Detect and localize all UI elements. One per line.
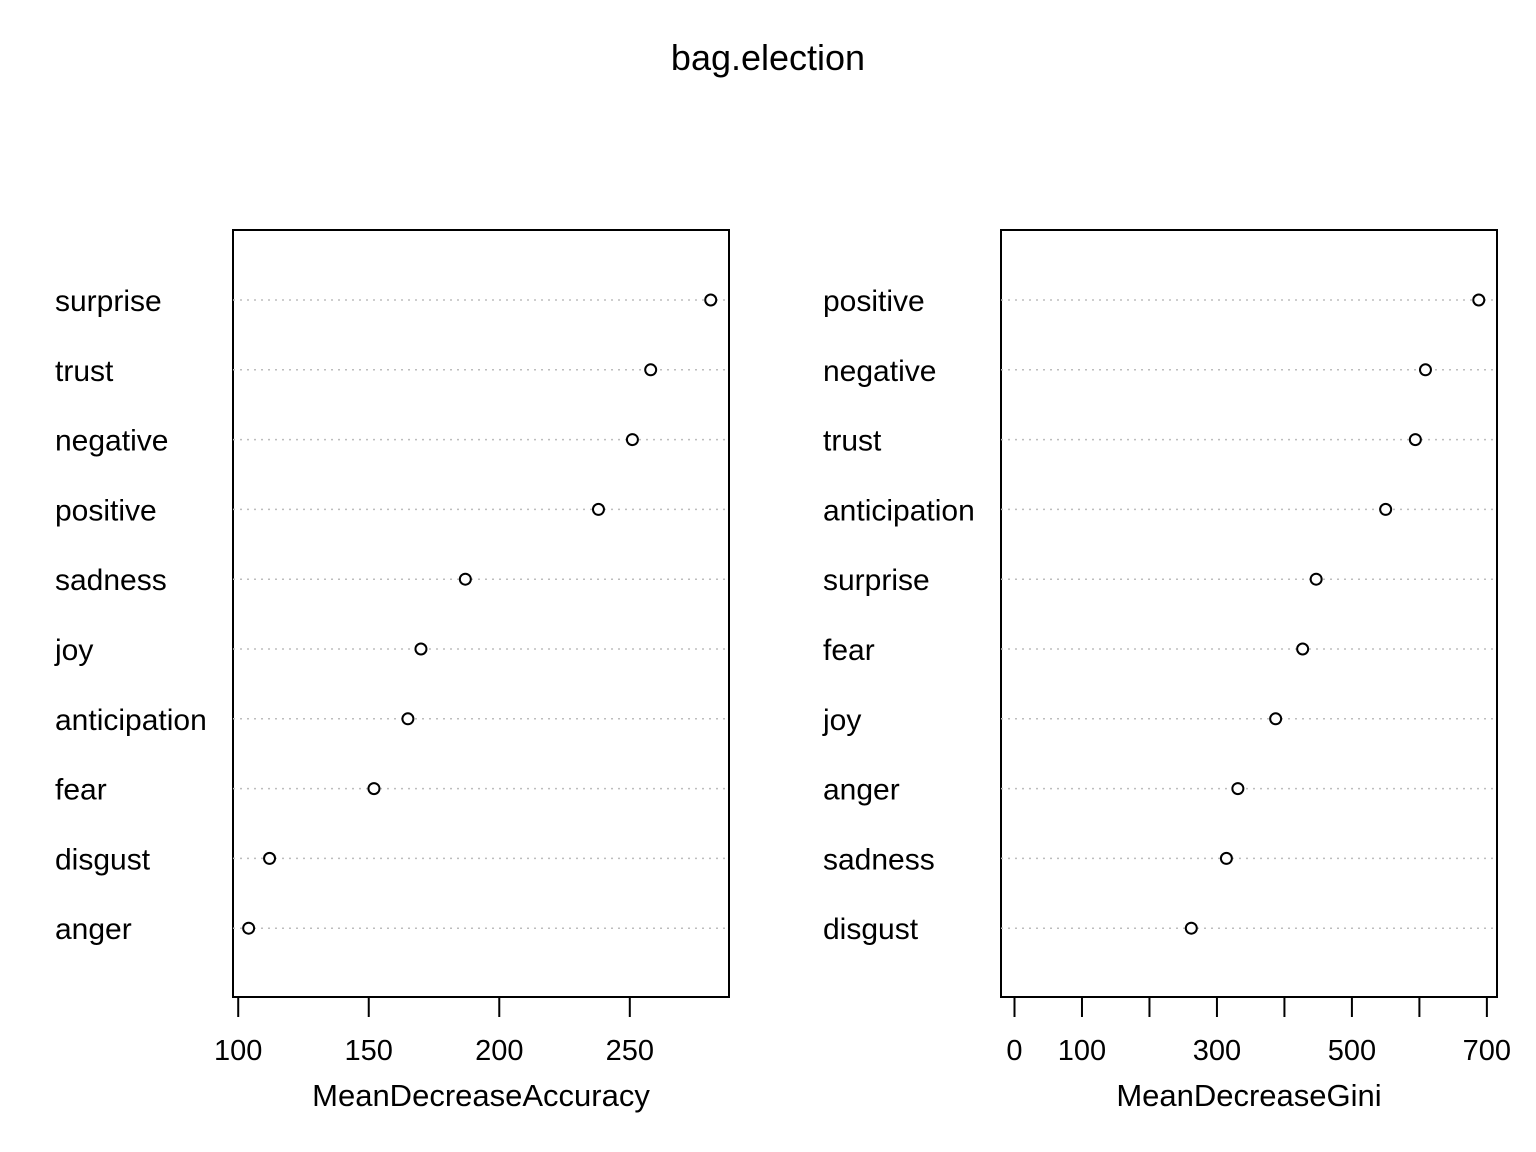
chart-title: bag.election	[671, 37, 865, 78]
category-label: fear	[823, 634, 875, 667]
category-label: joy	[822, 704, 861, 737]
panel-mean-decrease-accuracy: surprise trust negative positive sadness joy a…	[54, 229, 730, 1113]
data-point	[1231, 782, 1245, 796]
x-tick-label: 150	[345, 1035, 393, 1067]
data-point	[1219, 851, 1233, 865]
category-label: positive	[55, 494, 157, 527]
x-tick-label: 250	[606, 1035, 654, 1067]
data-point	[414, 642, 428, 656]
category-label: trust	[823, 425, 882, 458]
data-point	[401, 712, 415, 726]
data-point	[1296, 642, 1310, 656]
x-tick-label: 100	[1058, 1035, 1106, 1067]
category-label: surprise	[823, 564, 930, 597]
data-point	[1408, 433, 1422, 447]
category-label: sadness	[823, 843, 935, 876]
panel-mean-decrease-gini: positive negative trust anticipation surpris…	[822, 229, 1511, 1113]
x-tick-label: 500	[1328, 1035, 1376, 1067]
x-tick-label: 300	[1193, 1035, 1241, 1067]
category-label: joy	[54, 634, 93, 667]
data-point	[458, 572, 472, 586]
category-label: anticipation	[823, 494, 975, 527]
category-label: fear	[55, 774, 107, 807]
category-label: negative	[55, 425, 168, 458]
data-point	[1418, 363, 1432, 377]
category-label: sadness	[55, 564, 167, 597]
plot-frame	[232, 229, 730, 998]
x-tick-label: 700	[1463, 1035, 1511, 1067]
data-point	[1379, 502, 1393, 516]
data-point	[644, 363, 658, 377]
category-label: anger	[55, 913, 132, 946]
x-axis-label: MeanDecreaseGini	[1116, 1078, 1381, 1113]
x-tick-label: 100	[214, 1035, 262, 1067]
x-tick-label: 0	[1006, 1035, 1022, 1067]
data-point	[704, 293, 718, 307]
category-label: anticipation	[55, 704, 207, 737]
x-axis-label: MeanDecreaseAccuracy	[312, 1078, 650, 1113]
plot-frame	[1000, 229, 1498, 998]
category-label: trust	[55, 355, 114, 388]
category-label: positive	[823, 285, 925, 318]
data-point	[591, 502, 605, 516]
x-tick-label: 200	[475, 1035, 523, 1067]
category-label: anger	[823, 774, 900, 807]
data-point	[1472, 293, 1486, 307]
data-point	[1184, 921, 1198, 935]
category-label: negative	[823, 355, 936, 388]
category-label: surprise	[55, 285, 162, 318]
category-label: disgust	[823, 913, 919, 946]
data-point	[625, 433, 639, 447]
data-point	[367, 782, 381, 796]
data-point	[242, 921, 256, 935]
category-label: disgust	[55, 843, 151, 876]
data-point	[1269, 712, 1283, 726]
data-point	[263, 851, 277, 865]
data-point	[1309, 572, 1323, 586]
